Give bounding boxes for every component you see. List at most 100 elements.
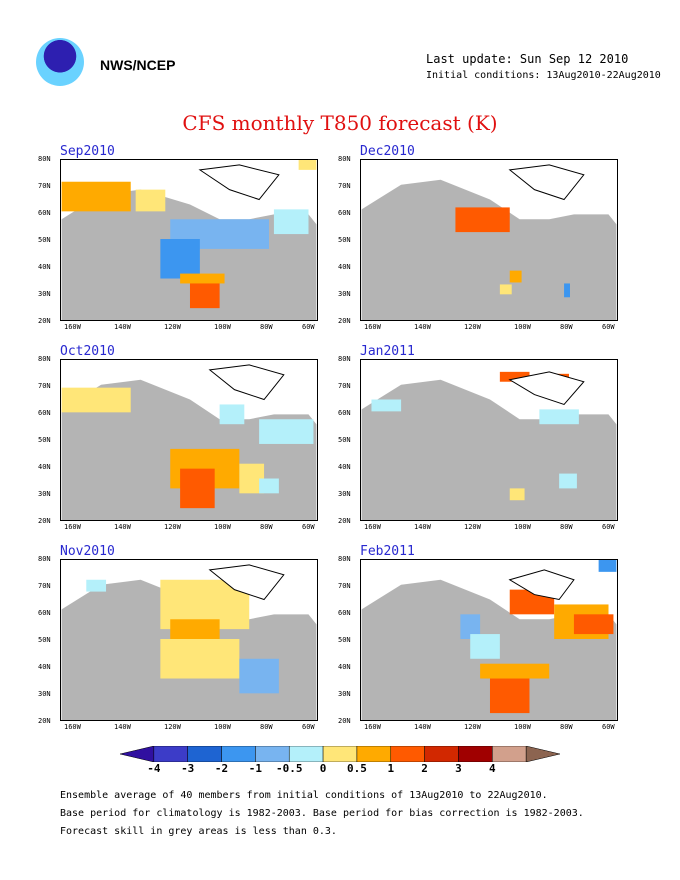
lon-label: 80W xyxy=(260,723,273,731)
colorbar-label: -4 xyxy=(147,762,161,775)
colorbar-label: 4 xyxy=(488,762,496,775)
lat-label: 80N xyxy=(38,155,51,163)
colorbar-label: -1 xyxy=(248,762,262,775)
lon-label: 160W xyxy=(64,323,81,331)
lon-label: 60W xyxy=(602,323,615,331)
lat-label: 30N xyxy=(338,490,351,498)
colorbar-label: -0.5 xyxy=(275,762,303,775)
lon-label: 80W xyxy=(260,523,273,531)
colorbar-segment xyxy=(525,746,560,762)
colorbar-label: -2 xyxy=(214,762,229,775)
lat-label: 70N xyxy=(38,382,51,390)
panel-label-feb2011: Feb2011 xyxy=(360,544,415,559)
lon-label: 100W xyxy=(214,523,231,531)
lon-label: 60W xyxy=(602,723,615,731)
colorbar-segment xyxy=(288,746,324,762)
colorbar-segment xyxy=(187,746,222,762)
lon-label: 100W xyxy=(214,723,231,731)
lat-label: 60N xyxy=(338,209,351,217)
colorbar-segment xyxy=(153,746,188,762)
lat-label: 50N xyxy=(338,636,351,644)
footer-line-2: Base period for climatology is 1982-2003… xyxy=(60,808,584,819)
lon-label: 160W xyxy=(64,723,81,731)
colorbar-segment xyxy=(255,746,290,762)
colorbar-segment xyxy=(424,746,459,762)
lon-label: 140W xyxy=(414,523,431,531)
page-title: CFS monthly T850 forecast (K) xyxy=(182,111,498,135)
lon-label: 140W xyxy=(114,723,131,731)
lat-label: 20N xyxy=(38,717,51,725)
lat-label: 80N xyxy=(338,155,351,163)
lon-label: 120W xyxy=(164,523,181,531)
colorbar-segment xyxy=(492,746,527,762)
colorbar-label: 2 xyxy=(421,762,428,775)
lat-label: 30N xyxy=(338,690,351,698)
lon-label: 60W xyxy=(602,523,615,531)
lon-label: 120W xyxy=(464,723,481,731)
footer-line-1: Ensemble average of 40 members from init… xyxy=(60,790,548,801)
lon-label: 60W xyxy=(302,523,315,531)
lat-label: 60N xyxy=(338,609,351,617)
lon-label: 60W xyxy=(302,723,315,731)
lon-label: 80W xyxy=(560,323,573,331)
lon-label: 140W xyxy=(414,723,431,731)
map-panel-dec2010 xyxy=(360,159,618,321)
panel-label-jan2011: Jan2011 xyxy=(360,344,415,359)
map-sep2010 xyxy=(60,159,318,321)
lat-label: 80N xyxy=(338,555,351,563)
lon-label: 100W xyxy=(214,323,231,331)
colorbar-segment xyxy=(221,746,256,762)
lat-label: 40N xyxy=(38,463,51,471)
colorbar-label: -3 xyxy=(181,762,195,775)
colorbar-label: 0.5 xyxy=(346,762,367,775)
lon-label: 80W xyxy=(560,723,573,731)
colorbar-segment xyxy=(120,746,155,762)
lon-label: 160W xyxy=(364,723,381,731)
map-panel-oct2010 xyxy=(60,359,318,521)
lat-label: 50N xyxy=(38,436,51,444)
footer-line-3: Forecast skill in grey areas is less tha… xyxy=(60,826,337,837)
lon-label: 100W xyxy=(514,723,531,731)
lat-label: 60N xyxy=(38,409,51,417)
lat-label: 60N xyxy=(338,409,351,417)
panel-label-dec2010: Dec2010 xyxy=(360,144,415,159)
lat-label: 20N xyxy=(338,317,351,325)
map-oct2010 xyxy=(60,359,318,521)
initial-conditions: Initial conditions: 13Aug2010-22Aug2010 xyxy=(426,70,661,81)
map-jan2011 xyxy=(360,359,618,521)
lat-label: 30N xyxy=(38,490,51,498)
colorbar-segment xyxy=(322,746,358,762)
lat-label: 50N xyxy=(38,236,51,244)
last-update: Last update: Sun Sep 12 2010 xyxy=(426,52,629,66)
agency-name: NWS/NCEP xyxy=(100,57,176,73)
lon-label: 100W xyxy=(514,523,531,531)
colorbar-label: 1 xyxy=(387,762,395,775)
lon-label: 120W xyxy=(464,523,481,531)
lon-label: 160W xyxy=(364,323,381,331)
map-panel-feb2011 xyxy=(360,559,618,721)
colorbar-segment xyxy=(458,746,493,762)
lat-label: 30N xyxy=(38,290,51,298)
lat-label: 70N xyxy=(338,582,351,590)
lon-label: 160W xyxy=(364,523,381,531)
lat-label: 60N xyxy=(38,209,51,217)
lat-label: 20N xyxy=(338,717,351,725)
panel-label-sep2010: Sep2010 xyxy=(60,144,115,159)
lat-label: 50N xyxy=(338,436,351,444)
lon-label: 80W xyxy=(560,523,573,531)
lat-label: 40N xyxy=(38,263,51,271)
lat-label: 70N xyxy=(338,182,351,190)
lat-label: 70N xyxy=(38,582,51,590)
lon-label: 120W xyxy=(164,723,181,731)
map-nov2010 xyxy=(60,559,318,721)
lat-label: 30N xyxy=(338,290,351,298)
map-panel-jan2011 xyxy=(360,359,618,521)
lon-label: 140W xyxy=(414,323,431,331)
lon-label: 140W xyxy=(114,523,131,531)
lat-label: 40N xyxy=(338,663,351,671)
lon-label: 80W xyxy=(260,323,273,331)
lat-label: 30N xyxy=(38,690,51,698)
map-panel-nov2010 xyxy=(60,559,318,721)
noaa-logo xyxy=(36,38,84,86)
colorbar-label: 3 xyxy=(455,762,462,775)
